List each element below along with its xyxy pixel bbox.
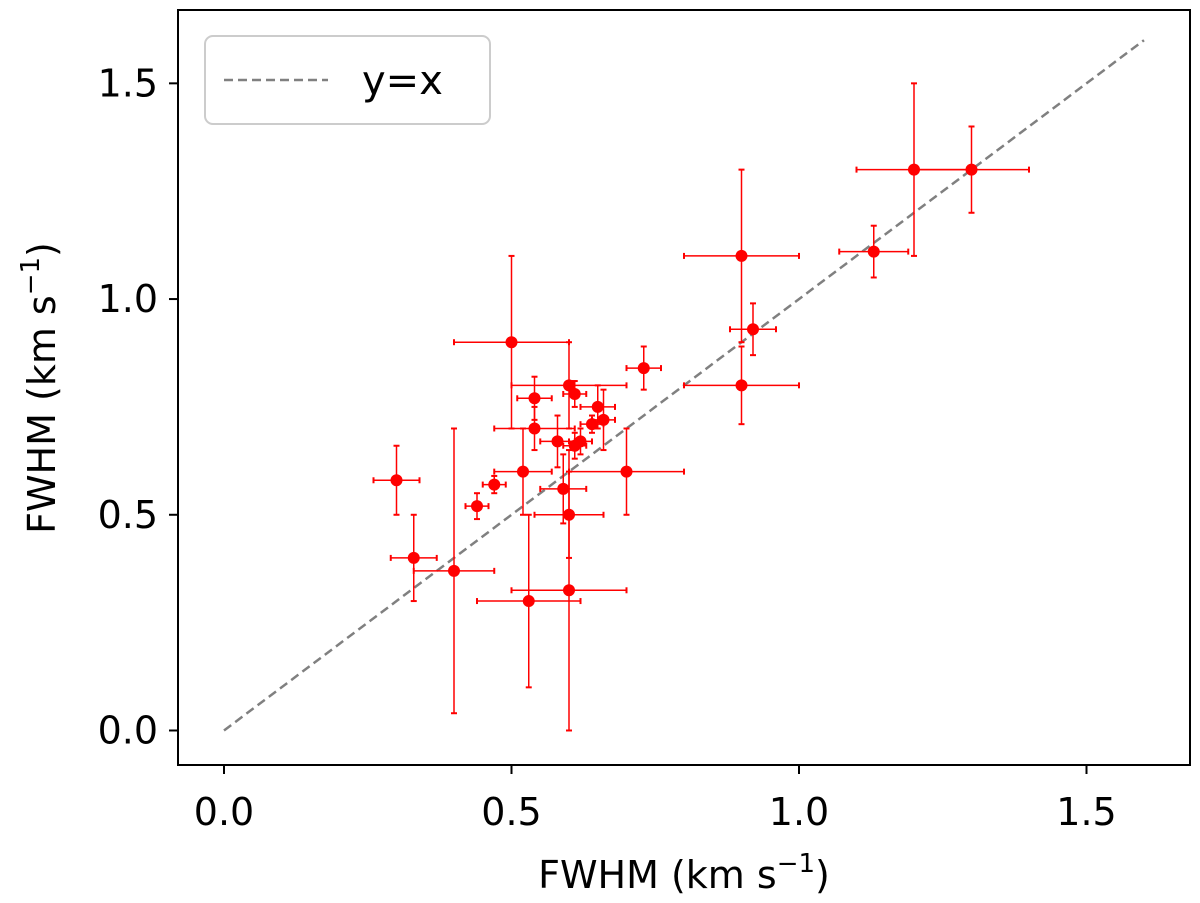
y-tick-label: 0.0 xyxy=(98,708,158,752)
data-point xyxy=(637,362,650,375)
data-point xyxy=(747,323,759,336)
plot-area xyxy=(223,39,1145,732)
data-point-group xyxy=(464,492,490,521)
data-point xyxy=(563,379,575,392)
data-point-group xyxy=(568,427,685,516)
data-point xyxy=(407,551,420,564)
data-point xyxy=(574,435,587,448)
data-point-group xyxy=(516,375,553,421)
legend-label: y=x xyxy=(362,58,443,104)
data-point-group xyxy=(562,380,588,408)
y-axis-label: FWHM (km s−1) xyxy=(16,242,64,534)
axis-ticks: 0.0 0.5 1.0 1.5 0.0 0.5 1.0 1.5 xyxy=(98,61,1117,834)
data-point xyxy=(448,564,460,577)
x-tick-label: 1.5 xyxy=(1056,790,1116,834)
data-point-group xyxy=(683,345,800,426)
data-point xyxy=(586,418,598,431)
data-point-group xyxy=(539,414,576,469)
data-point-group xyxy=(913,125,1030,214)
y-axis-label-sup: −1 xyxy=(16,257,46,295)
data-point xyxy=(551,435,564,448)
data-point-group xyxy=(539,453,588,525)
data-point-group xyxy=(510,449,628,732)
data-point-group xyxy=(591,388,616,452)
x-axis-label-main: FWHM (km s xyxy=(538,853,777,897)
y-tick-label: 1.0 xyxy=(98,277,158,321)
x-axis-label-end: ) xyxy=(815,853,830,897)
data-point-group xyxy=(568,427,593,456)
x-tick-label: 0.0 xyxy=(194,790,254,834)
y-tick-label: 0.5 xyxy=(98,493,158,537)
y-axis-label-main: FWHM (km s xyxy=(20,295,64,534)
data-point xyxy=(390,474,403,487)
data-point xyxy=(965,163,978,176)
data-point xyxy=(522,595,535,608)
data-point-group xyxy=(412,427,496,715)
y-axis-label-end: ) xyxy=(20,242,64,257)
data-point-group xyxy=(510,341,628,430)
data-point-group xyxy=(838,224,910,279)
x-tick-label: 0.5 xyxy=(481,790,541,834)
y-tick-label: 1.5 xyxy=(98,61,158,105)
data-point-group xyxy=(389,513,438,603)
data-point xyxy=(528,392,541,405)
data-point-group xyxy=(493,405,576,452)
x-tick-label: 1.0 xyxy=(769,790,829,834)
x-axis-label: FWHM (km s−1) xyxy=(538,849,830,897)
data-point-group xyxy=(729,302,777,357)
data-point xyxy=(591,400,604,413)
data-point xyxy=(517,465,529,478)
data-point xyxy=(528,422,541,435)
legend-box xyxy=(204,35,491,125)
data-point-group xyxy=(476,513,582,689)
legend: y=x xyxy=(204,35,491,125)
x-axis-label-sup: −1 xyxy=(777,849,815,879)
data-point-group xyxy=(372,444,421,516)
data-point-group xyxy=(493,427,553,516)
data-point xyxy=(867,245,880,258)
data-point-group xyxy=(625,345,662,391)
data-point xyxy=(557,482,570,495)
data-point xyxy=(568,387,581,400)
data-point-group xyxy=(481,474,507,495)
data-point xyxy=(471,500,483,513)
data-point xyxy=(620,465,633,478)
data-point xyxy=(505,336,518,349)
data-point xyxy=(488,478,501,491)
data-point xyxy=(735,249,748,262)
axes-frame xyxy=(177,9,1191,766)
data-point-group xyxy=(453,254,570,430)
data-point xyxy=(563,584,575,597)
data-point-group xyxy=(683,168,800,344)
data-point xyxy=(597,413,610,426)
data-point xyxy=(735,379,748,392)
